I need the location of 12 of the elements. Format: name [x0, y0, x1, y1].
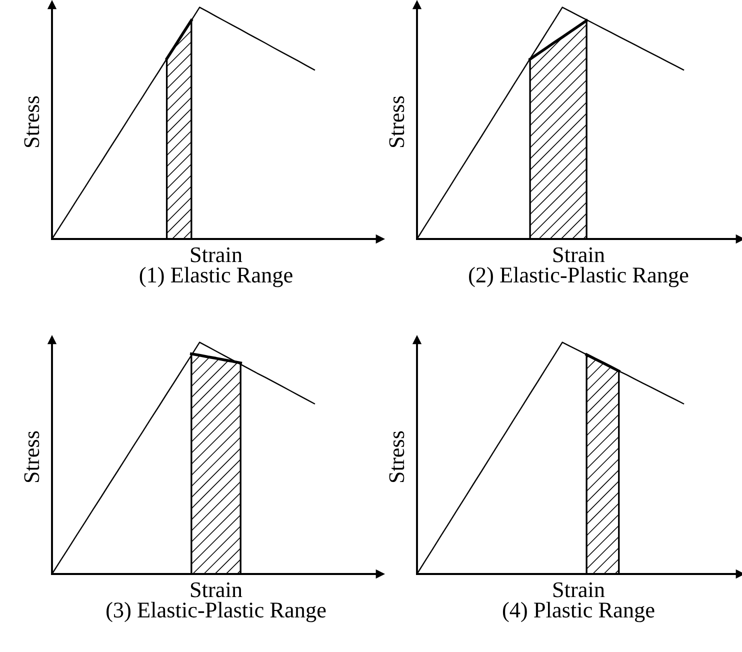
text: (2) Elastic-Plastic Range — [469, 266, 688, 288]
y-axis-title: Stress — [24, 96, 40, 148]
x-axis-title: Strain — [553, 582, 605, 598]
text: (3) Elastic-Plastic Range — [106, 602, 326, 622]
text: (1) Elastic Range — [140, 266, 292, 288]
text: (4) Plastic Range — [502, 602, 654, 622]
x-axis-title: Strain — [553, 247, 605, 262]
y-axis-title: Stress — [24, 431, 40, 482]
x-axis-title: Strain — [190, 582, 242, 598]
y-axis-title: Stress — [389, 431, 404, 482]
y-axis-title: Stress — [389, 96, 404, 148]
x-axis-title: Strain — [190, 247, 242, 262]
